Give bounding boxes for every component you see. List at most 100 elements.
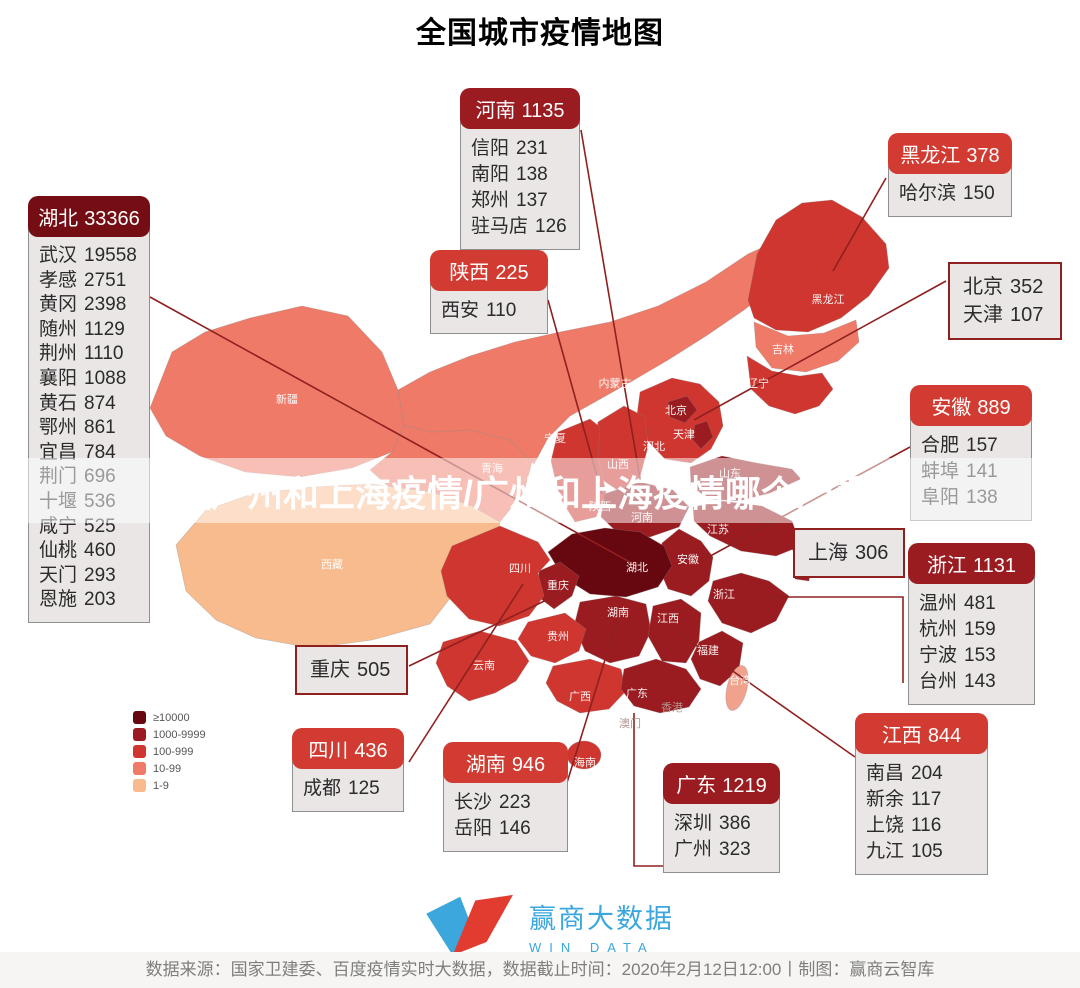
province-total: 378 (966, 145, 1000, 167)
region-heilongjiang (747, 199, 890, 333)
city-row: 上海 306 (808, 539, 890, 567)
callout-beijing-tianjin: 北京 352 天津 107 (948, 262, 1062, 340)
city-row: 郑州 137 (471, 188, 569, 214)
callout-body: 北京 352 天津 107 (948, 262, 1062, 340)
legend-swatch (133, 745, 146, 758)
province-label: 四川 (509, 563, 531, 575)
callout-body: 哈尔滨 150 (888, 166, 1012, 217)
region-beijing (667, 395, 698, 424)
city-value: 110 (486, 300, 517, 321)
callout-hubei: 湖北 33366 武汉 19558 孝感 2751 黄冈 2398 随州 1129 荆州 1110 襄阳… (28, 196, 150, 623)
province-label: 辽宁 (747, 376, 769, 390)
city-value: 352 (1010, 276, 1044, 298)
city-row: 孝感 2751 (39, 269, 139, 294)
region-hubei (547, 527, 673, 598)
city-row: 天津 107 (963, 301, 1047, 329)
callout-connector-sichuan (408, 583, 524, 763)
city-value: 153 (964, 645, 996, 666)
city-value: 138 (516, 164, 548, 185)
city-value: 386 (719, 813, 751, 834)
callout-body: 信阳 231 南阳 138 郑州 137 驻马店 126 (460, 121, 580, 250)
province-total: 1135 (521, 100, 565, 122)
city-row: 南阳 138 (471, 162, 569, 188)
region-gansu-neimenggu (397, 235, 801, 465)
city-value: 460 (84, 540, 116, 562)
callout-chongqing: 重庆 505 (295, 645, 408, 695)
province-name: 安徽 (931, 397, 972, 419)
city-row: 武汉 19558 (39, 244, 139, 269)
city-row: 荆州 1110 (39, 342, 139, 367)
callout-body: 上海 306 (793, 528, 905, 578)
callout-body: 武汉 19558 孝感 2751 黄冈 2398 随州 1129 荆州 1110 襄阳 1088 黄石 8… (28, 229, 150, 623)
region-zhejiang (707, 572, 790, 634)
legend: ≥10000 1000-9999 100-999 10-99 1-9 (133, 711, 206, 796)
callout-shanghai: 上海 306 (793, 528, 905, 578)
city-name: 合肥 (921, 435, 960, 456)
city-name: 宁波 (919, 645, 958, 666)
callout-body: 长沙 223 岳阳 146 (443, 775, 568, 852)
city-row: 深圳 386 (674, 811, 769, 837)
callout-header: 安徽 889 (910, 385, 1032, 426)
legend-label: 10-99 (153, 762, 182, 775)
callout-body: 深圳 386 广州 323 (663, 796, 780, 873)
legend-swatch (133, 728, 146, 741)
callout-connector-guangdong (633, 713, 663, 867)
city-row: 宁波 153 (919, 643, 1024, 669)
callout-header: 四川 436 (292, 728, 404, 769)
callout-guangdong: 广东 1219 深圳 386 广州 323 (663, 763, 780, 873)
city-row: 成都 125 (303, 776, 393, 802)
city-value: 505 (357, 659, 391, 681)
legend-swatch (133, 711, 146, 724)
city-value: 159 (964, 619, 996, 640)
callout-heilongjiang: 黑龙江 378 哈尔滨 150 (888, 133, 1012, 217)
callout-body: 成都 125 (292, 761, 404, 812)
region-xinjiang (149, 305, 405, 478)
province-label: 浙江 (713, 588, 735, 601)
legend-item: 10-99 (133, 762, 206, 775)
callout-header: 黑龙江 378 (888, 133, 1012, 174)
city-value: 1129 (84, 318, 125, 340)
callout-body: 南昌 204 新余 117 上饶 116 九江 105 (855, 746, 988, 875)
province-label: 重庆 (547, 578, 569, 592)
city-name: 黄冈 (39, 294, 78, 316)
city-name: 上饶 (866, 815, 905, 836)
province-label: 福建 (697, 643, 719, 657)
city-row: 新余 117 (866, 787, 977, 813)
callout-header: 广东 1219 (663, 763, 780, 804)
province-total: 33366 (84, 208, 140, 230)
callout-header: 河南 1135 (460, 88, 580, 129)
callout-sichuan: 四川 436 成都 125 (292, 728, 404, 812)
data-source-line: 数据来源：国家卫建委、百度疫情实时大数据，数据截止时间：2020年2月12日12… (0, 952, 1080, 988)
city-name: 鄂州 (39, 417, 78, 439)
city-value: 861 (84, 417, 116, 439)
city-name: 郑州 (471, 190, 510, 211)
city-value: 146 (499, 818, 531, 839)
province-total: 436 (354, 740, 388, 762)
city-name: 驻马店 (471, 216, 529, 237)
city-name: 广州 (674, 839, 713, 860)
city-row: 长沙 223 (454, 790, 557, 816)
city-row: 南昌 204 (866, 761, 977, 787)
city-row: 天门 293 (39, 564, 139, 589)
city-row: 宜昌 784 (39, 441, 139, 466)
province-label: 河北 (643, 440, 665, 453)
city-name: 台州 (919, 671, 958, 692)
callout-zhejiang: 浙江 1131 温州 481 杭州 159 宁波 153 台州 143 (908, 543, 1035, 705)
city-name: 杭州 (919, 619, 958, 640)
city-row: 信阳 231 (471, 136, 569, 162)
city-row: 驻马店 126 (471, 214, 569, 240)
watermark-band: 【广州和上海疫情/广州和上海疫情哪个严重】 (0, 458, 1080, 523)
province-label: 广东 (626, 687, 648, 700)
city-value: 126 (535, 216, 567, 237)
city-name: 荆州 (39, 343, 78, 365)
province-name: 黑龙江 (900, 145, 961, 167)
win-data-logo-icon (426, 894, 513, 956)
callout-connector-chongqing (408, 592, 562, 667)
city-name: 南昌 (866, 763, 905, 784)
province-name: 江西 (881, 725, 922, 747)
province-label: 广西 (569, 690, 591, 703)
region-taiwan (725, 665, 749, 711)
city-value: 157 (966, 435, 998, 456)
province-label: 吉林 (772, 342, 794, 356)
callout-header: 江西 844 (855, 713, 988, 754)
